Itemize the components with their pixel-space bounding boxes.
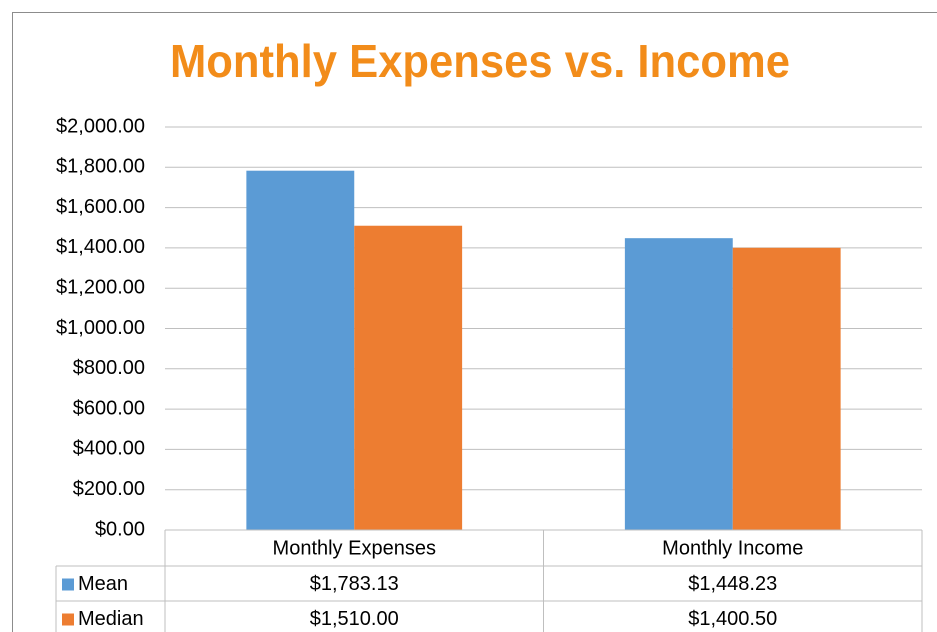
legend-swatch xyxy=(62,613,74,626)
bar xyxy=(624,238,733,531)
table-value: $1,510.00 xyxy=(310,608,399,630)
x-tick-label: Monthly Income xyxy=(662,537,803,559)
y-tick-label: $2,000.00 xyxy=(56,115,145,137)
legend-label: Mean xyxy=(78,573,128,595)
chart-border xyxy=(12,12,937,632)
y-tick-label: $1,200.00 xyxy=(56,276,145,298)
y-tick-label: $1,600.00 xyxy=(56,196,145,218)
bar xyxy=(246,170,355,530)
table-value: $1,400.50 xyxy=(688,608,777,630)
y-tick-label: $600.00 xyxy=(73,397,145,419)
x-tick-label: Monthly Expenses xyxy=(273,537,436,559)
y-tick-label: $400.00 xyxy=(73,438,145,460)
legend-swatch xyxy=(62,578,74,591)
table-value: $1,783.13 xyxy=(310,573,399,595)
y-tick-label: $800.00 xyxy=(73,357,145,379)
bar xyxy=(354,225,463,531)
table-value: $1,448.23 xyxy=(688,573,777,595)
legend-label: Median xyxy=(78,608,144,630)
y-tick-label: $1,400.00 xyxy=(56,236,145,258)
y-tick-label: $1,000.00 xyxy=(56,317,145,339)
chart-title: Monthly Expenses vs. Income xyxy=(170,35,790,87)
bar xyxy=(732,247,841,530)
y-tick-label: $0.00 xyxy=(95,518,145,540)
y-tick-label: $200.00 xyxy=(73,478,145,500)
y-tick-label: $1,800.00 xyxy=(56,156,145,178)
